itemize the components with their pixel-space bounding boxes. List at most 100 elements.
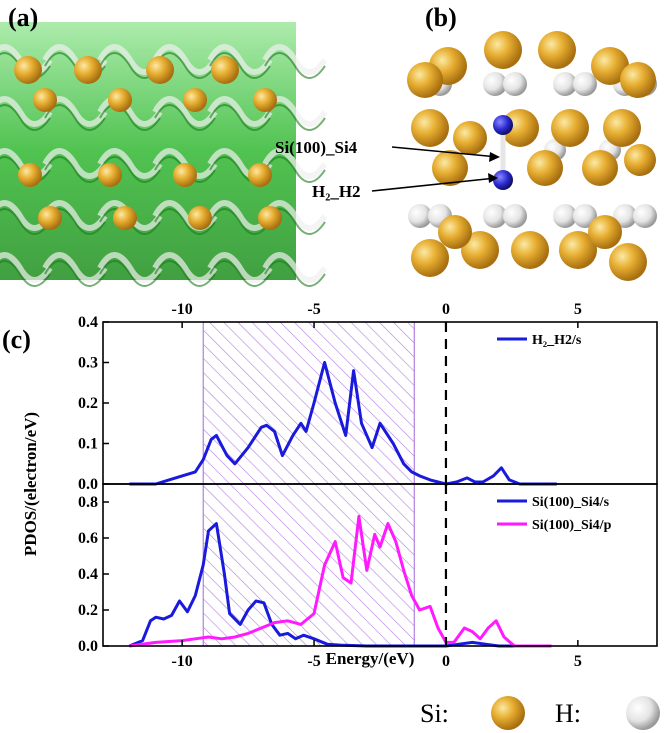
si-atom	[33, 88, 57, 112]
y-tick-label: 0.1	[78, 436, 98, 453]
panel-b-atoms	[407, 31, 657, 281]
surface-fold-shadow	[154, 104, 216, 131]
y-tick-label: 0.4	[78, 566, 98, 583]
si-atom	[411, 109, 449, 147]
y-tick-label: 0.8	[78, 494, 98, 511]
y-tick-label: 0.3	[78, 355, 98, 372]
surface-fold	[42, 252, 108, 283]
si-atom	[484, 31, 522, 69]
si-atom	[248, 163, 272, 187]
series-line-0-0	[129, 361, 557, 486]
x-axis-title: Energy/(eV)	[326, 649, 415, 668]
y-tick-label: 0.4	[78, 314, 98, 331]
x-tick-label-top: 0	[442, 301, 450, 318]
h-atom	[573, 72, 597, 96]
si-atom	[609, 243, 647, 281]
si-atom	[511, 231, 549, 269]
arrow-h2-line	[371, 177, 497, 192]
surface-fold	[152, 96, 218, 127]
atom-key: Si: H:	[420, 696, 660, 730]
surface-fold-shadow	[0, 208, 51, 235]
surface-fold-shadow	[154, 208, 216, 235]
surface-fold-shadow	[264, 156, 326, 183]
surface-fold-shadow	[209, 208, 271, 235]
plot-frame-bottom	[102, 483, 658, 647]
si-atom	[253, 88, 277, 112]
key-h-label: H:	[555, 699, 581, 728]
panel-a-atoms	[14, 56, 282, 230]
si-atom	[591, 47, 629, 85]
si-atom	[38, 206, 62, 230]
si-atom	[527, 150, 563, 186]
surface-fold	[0, 96, 53, 127]
si-atom	[18, 163, 42, 187]
x-tick-label-bottom: -5	[307, 653, 320, 670]
arrow-si4-line	[391, 146, 499, 158]
h-atom	[483, 72, 507, 96]
surface-fold	[0, 252, 53, 283]
surface-fold-shadow	[0, 104, 51, 131]
surface-fold-shadow	[154, 260, 216, 287]
arrow-si4-head	[489, 152, 500, 162]
h2-h-atom-top	[493, 115, 513, 135]
y-tick-label: 0.2	[78, 602, 98, 619]
surface-fold	[97, 252, 163, 283]
panel-a: (a)	[0, 3, 328, 287]
key-si-label: Si:	[420, 699, 449, 728]
si-atom	[173, 163, 197, 187]
panel-b-label: (b)	[425, 3, 457, 32]
h-atom	[408, 204, 432, 228]
si-atom	[407, 62, 443, 98]
surface-fold-shadow	[99, 104, 161, 131]
surface-fold	[262, 252, 328, 283]
x-tick-label-top: -5	[307, 301, 320, 318]
si-atom	[432, 150, 468, 186]
si-atom	[620, 62, 656, 98]
surface-fold	[97, 148, 163, 179]
surface-fold	[207, 44, 273, 75]
surface-fold-shadow	[264, 260, 326, 287]
x-tick-label-bottom: -10	[171, 653, 192, 670]
legend-label: Si(100)_Si4/s	[532, 495, 610, 510]
si-atom	[183, 88, 207, 112]
si-atom	[188, 206, 212, 230]
h-atom	[503, 204, 527, 228]
surface-fold-shadow	[44, 260, 106, 287]
surface-fold	[262, 200, 328, 231]
y-tick-label: 0.0	[78, 476, 98, 493]
surface-fold	[262, 148, 328, 179]
surface-fold	[207, 252, 273, 283]
si-atom	[624, 144, 656, 176]
annotation-h2: H₂_H2	[312, 182, 361, 201]
surface-fold	[42, 148, 108, 179]
surface-fold-shadow	[99, 156, 161, 183]
surface-fold	[42, 200, 108, 231]
si-atom	[582, 150, 618, 186]
series-line-1-1	[129, 514, 552, 648]
surface-fold-shadow	[209, 52, 271, 79]
surface-fold-shadow	[209, 260, 271, 287]
surface-fold-shadow	[264, 52, 326, 79]
annotation-si4: Si(100)_Si4	[275, 138, 358, 157]
panel-c-label: (c)	[2, 325, 31, 354]
si-atom	[14, 56, 42, 84]
arrow-h2-head	[488, 173, 498, 183]
si-atom	[551, 109, 589, 147]
h-atom	[483, 204, 507, 228]
surface-fold-shadow	[0, 260, 51, 287]
si-atom	[438, 215, 472, 249]
si-atom	[258, 206, 282, 230]
key-h-atom	[626, 696, 660, 730]
legend-label: H₂_H2/s	[532, 333, 582, 348]
y-tick-label: 0.6	[78, 530, 98, 547]
key-si-atom	[491, 696, 525, 730]
si-atom	[411, 239, 449, 277]
panel-c: (c) 0.00.10.20.30.4H₂_H2/s0.00.20.40.60.…	[2, 301, 658, 670]
si-atom	[538, 31, 576, 69]
x-tick-label-top: -10	[171, 301, 192, 318]
si-atom	[146, 56, 174, 84]
x-tick-label-bottom: 0	[442, 653, 450, 670]
si-atom	[211, 56, 239, 84]
si-atom	[98, 163, 122, 187]
